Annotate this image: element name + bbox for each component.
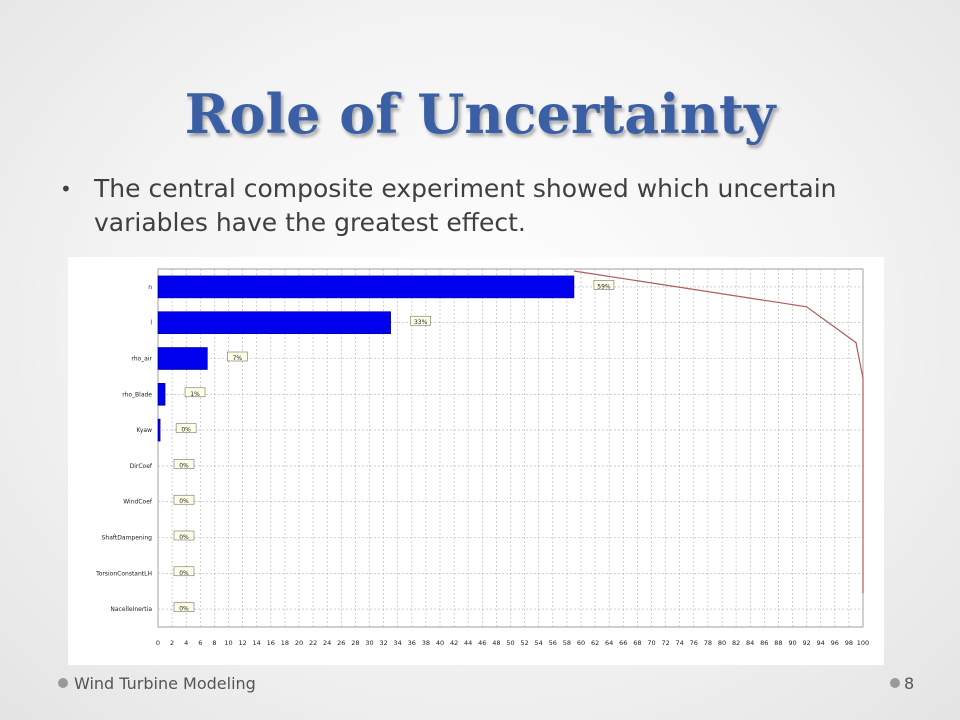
value-label-box bbox=[227, 351, 248, 362]
value-label-box bbox=[175, 423, 197, 433]
value-label-box bbox=[410, 315, 431, 326]
x-tick-label: 54 bbox=[535, 639, 543, 647]
x-tick-label: 2 bbox=[170, 639, 174, 647]
x-tick-label: 26 bbox=[337, 639, 345, 647]
bar-l bbox=[157, 311, 391, 335]
x-tick-label: 36 bbox=[408, 639, 416, 647]
value-label-box bbox=[184, 387, 206, 398]
value-label-box bbox=[593, 280, 615, 290]
x-tick-label: 28 bbox=[351, 639, 359, 647]
category-label: DirCoef bbox=[130, 463, 153, 470]
x-tick-label: 58 bbox=[563, 639, 571, 647]
value-label: 0% bbox=[181, 427, 191, 434]
x-tick-label: 18 bbox=[281, 639, 289, 647]
slide-footer: Wind Turbine Modeling 8 bbox=[58, 674, 918, 698]
page-number: 8 bbox=[904, 674, 915, 693]
bar-n bbox=[157, 275, 575, 299]
x-tick-label: 42 bbox=[450, 639, 458, 647]
x-tick-label: 72 bbox=[661, 639, 669, 647]
x-tick-label: 32 bbox=[379, 639, 387, 647]
x-tick-label: 84 bbox=[746, 639, 754, 647]
value-label-box bbox=[173, 494, 195, 505]
x-tick-label: 90 bbox=[788, 639, 796, 647]
x-tick-label: 82 bbox=[732, 639, 740, 647]
x-tick-label: 68 bbox=[633, 639, 641, 647]
value-label: 0% bbox=[179, 606, 189, 613]
value-label: 0% bbox=[179, 498, 189, 505]
x-tick-label: 0 bbox=[156, 639, 160, 647]
category-label: WindCoef bbox=[123, 499, 153, 506]
value-label: 59% bbox=[597, 283, 611, 290]
value-label: 0% bbox=[179, 534, 189, 541]
value-label: 0% bbox=[179, 462, 189, 469]
bullet-point: • The central composite experiment showe… bbox=[60, 172, 920, 240]
cumulative-line bbox=[573, 270, 864, 594]
x-tick-label: 56 bbox=[549, 639, 557, 647]
value-label: 1% bbox=[190, 391, 200, 398]
x-tick-label: 74 bbox=[676, 639, 684, 647]
x-tick-label: 30 bbox=[365, 639, 373, 647]
x-tick-label: 62 bbox=[591, 639, 599, 647]
category-label: TorsionConstantLH bbox=[95, 570, 152, 577]
x-tick-label: 20 bbox=[295, 639, 303, 647]
value-label-box bbox=[173, 566, 195, 577]
x-tick-label: 48 bbox=[492, 639, 500, 647]
x-tick-label: 86 bbox=[760, 639, 768, 647]
x-tick-label: 64 bbox=[605, 639, 613, 647]
bullet-text: The central composite experiment showed … bbox=[94, 174, 837, 237]
bar-rho-air bbox=[157, 347, 208, 370]
category-label: NacelleInertia bbox=[110, 606, 152, 613]
x-tick-label: 46 bbox=[478, 639, 486, 647]
x-tick-label: 16 bbox=[267, 639, 275, 647]
x-tick-label: 92 bbox=[802, 639, 810, 647]
x-tick-label: 8 bbox=[212, 639, 216, 647]
slide-title: Role of Uncertainty bbox=[184, 82, 776, 146]
x-tick-label: 6 bbox=[198, 639, 202, 647]
value-label: 33% bbox=[414, 319, 428, 326]
x-tick-label: 10 bbox=[224, 639, 232, 647]
x-tick-label: 98 bbox=[845, 639, 853, 647]
x-tick-label: 22 bbox=[309, 639, 317, 647]
bullet-dot: • bbox=[60, 177, 72, 201]
x-tick-label: 76 bbox=[690, 639, 698, 647]
value-label: 0% bbox=[179, 570, 189, 577]
x-tick-label: 40 bbox=[436, 639, 444, 647]
value-label: 7% bbox=[233, 355, 243, 362]
x-tick-label: 50 bbox=[506, 639, 514, 647]
x-tick-label: 12 bbox=[238, 639, 246, 647]
x-tick-label: 44 bbox=[464, 639, 472, 647]
category-label: Kyaw bbox=[136, 427, 152, 434]
x-tick-label: 88 bbox=[774, 639, 782, 647]
x-tick-label: 96 bbox=[831, 639, 839, 647]
value-label-box bbox=[173, 459, 195, 469]
page-dot-icon bbox=[890, 678, 900, 688]
x-tick-label: 34 bbox=[394, 639, 402, 647]
category-label: l bbox=[150, 320, 152, 327]
x-tick-label: 80 bbox=[718, 639, 726, 647]
x-tick-label: 52 bbox=[520, 639, 528, 647]
x-tick-label: 100 bbox=[857, 639, 869, 647]
category-label: rho_air bbox=[131, 356, 152, 363]
x-tick-label: 70 bbox=[647, 639, 655, 647]
x-tick-label: 60 bbox=[577, 639, 585, 647]
x-tick-label: 4 bbox=[184, 639, 188, 647]
value-label-box bbox=[173, 602, 195, 612]
x-tick-label: 94 bbox=[817, 639, 825, 647]
x-tick-label: 78 bbox=[704, 639, 712, 647]
bar-kyaw bbox=[157, 418, 161, 442]
footer-dot-icon bbox=[58, 678, 68, 688]
pareto-chart-svg: 0 2 4 6 8 10 12 14 16 18 20 22 24 26 28 30 32 34 36 38 40 42 4… bbox=[95, 268, 869, 647]
x-tick-label: 24 bbox=[323, 639, 331, 647]
category-label: ShaftDampening bbox=[102, 535, 153, 542]
category-label: rho_Blade bbox=[122, 391, 152, 398]
value-label-box bbox=[173, 530, 195, 541]
x-tick-label: 66 bbox=[619, 639, 627, 647]
x-tick-label: 38 bbox=[422, 639, 430, 647]
footer-text: Wind Turbine Modeling bbox=[74, 674, 256, 693]
x-tick-label: 14 bbox=[253, 639, 261, 647]
category-label: n bbox=[148, 284, 152, 291]
pareto-chart: 0 2 4 6 8 10 12 14 16 18 20 22 24 26 28 30 32 34 36 38 40 42 4… bbox=[68, 257, 884, 665]
bar-rho-blade bbox=[157, 383, 166, 406]
